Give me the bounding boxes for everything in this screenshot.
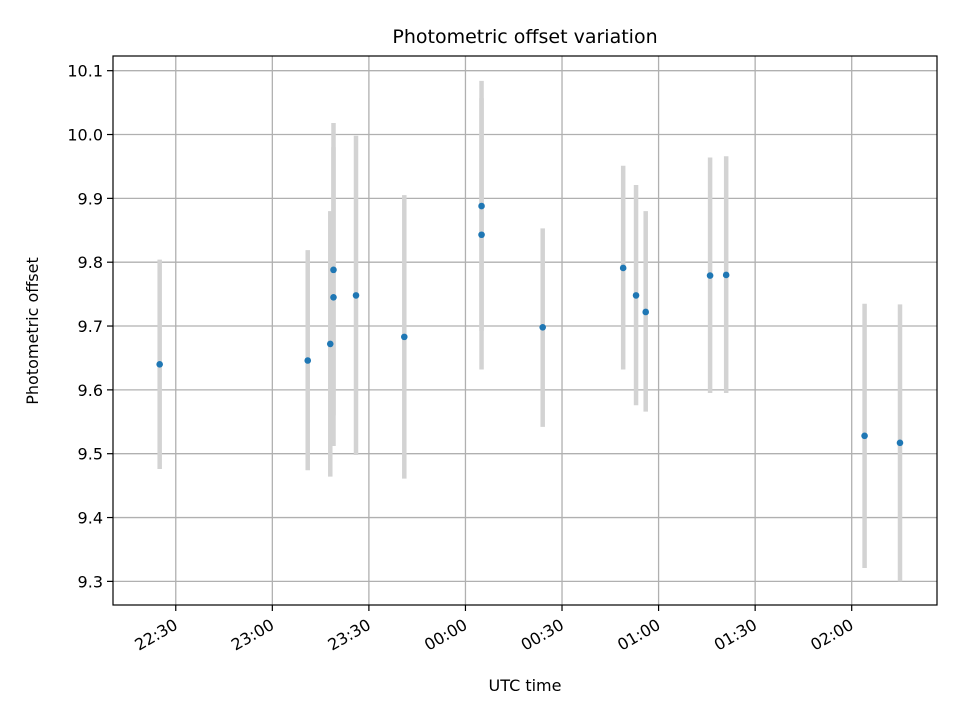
- chart-title: Photometric offset variation: [392, 26, 657, 48]
- data-point: [642, 308, 650, 316]
- data-point: [619, 264, 627, 272]
- y-tick-label: 9.7: [78, 317, 103, 336]
- data-point: [352, 292, 360, 299]
- data-point: [304, 357, 312, 364]
- y-axis-label: Photometric offset: [23, 257, 42, 405]
- data-point: [722, 271, 730, 279]
- y-tick-label: 9.3: [78, 572, 103, 591]
- y-axis: 9.3 9.4 9.5 9.6 9.7 9.8 9.9 10.0 10.1: [67, 62, 113, 591]
- data-point: [896, 439, 904, 447]
- data-point: [326, 340, 334, 348]
- plot-frame: [112, 55, 938, 606]
- x-axis-label: UTC time: [489, 676, 562, 695]
- data-point: [539, 324, 547, 331]
- data-points: [156, 202, 904, 447]
- y-tick-label: 9.4: [78, 509, 103, 528]
- y-tick-label: 9.8: [78, 253, 103, 272]
- y-tick-label: 10.0: [67, 126, 103, 145]
- y-tick-label: 10.1: [67, 62, 103, 81]
- data-point: [706, 272, 714, 279]
- data-point: [400, 333, 408, 341]
- y-tick-label: 9.5: [78, 445, 103, 464]
- grid: [113, 56, 937, 605]
- data-point: [330, 294, 337, 301]
- y-tick-label: 9.6: [78, 381, 103, 400]
- data-point: [478, 202, 485, 210]
- data-point: [330, 266, 337, 274]
- data-point: [156, 361, 163, 368]
- y-tick-label: 9.9: [78, 189, 103, 208]
- data-point: [861, 432, 868, 440]
- data-point: [478, 231, 485, 239]
- data-point: [632, 292, 640, 299]
